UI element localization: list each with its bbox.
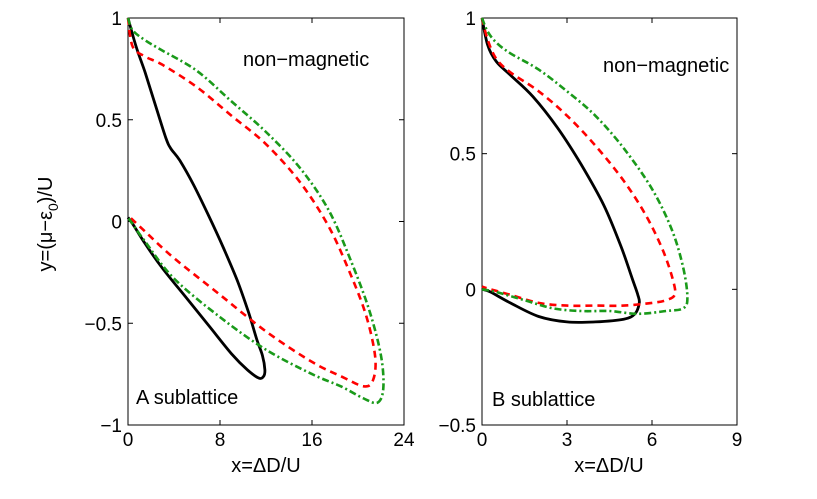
right-ytick-label: 1: [465, 9, 476, 30]
y-axis-label: y=(μ−ε0)/U: [35, 177, 61, 272]
right-plot-frame: [481, 17, 738, 426]
right-curves: [480, 17, 689, 324]
right-annotation-top: non−magnetic: [603, 55, 729, 77]
right-series-black-solid: [480, 17, 641, 324]
left-ytick-label: 0: [111, 213, 122, 234]
right-annotation-bottom: B sublattice: [492, 389, 595, 411]
left-annotation-top: non−magnetic: [243, 49, 369, 71]
left-xtick-label: 24: [393, 430, 415, 451]
left-ytick-label: −0.5: [84, 314, 122, 335]
right-ytick-label: 0: [465, 280, 476, 301]
left-ytick-label: 1: [111, 9, 122, 30]
left-curves: [126, 17, 385, 405]
left-x-axis-label: x=ΔD/U: [231, 455, 300, 477]
right-xtick-label: 6: [647, 430, 658, 451]
left-series-red-dashed: [126, 17, 377, 388]
right-xtick-label: 0: [477, 430, 488, 451]
left-ticks: 0 8 16 24 −1 −0.5 0 0.5 1: [84, 9, 415, 451]
right-x-axis-label: x=ΔD/U: [574, 455, 643, 477]
left-xtick-label: 16: [301, 430, 322, 451]
left-xtick-label: 0: [123, 430, 134, 451]
left-ytick-label: 0.5: [96, 111, 122, 132]
left-ytick-label: −1: [100, 416, 122, 437]
left-xtick-label: 8: [215, 430, 226, 451]
right-series-green-dash-dot: [480, 17, 689, 316]
right-xtick-label: 9: [732, 430, 743, 451]
left-annotation-bottom: A sublattice: [136, 387, 238, 409]
left-series-black-solid: [126, 17, 267, 380]
right-ytick-label: 0.5: [450, 145, 476, 166]
right-ticks: 0 3 6 9−0.500.51: [438, 9, 742, 451]
right-ytick-label: −0.5: [438, 416, 476, 437]
right-panel: 0 3 6 9−0.500.51 non−magnetic B sublattice …: [438, 9, 742, 477]
left-panel: 0 8 16 24 −1 −0.5 0 0.5 1 non−magnetic A sublatt…: [84, 9, 415, 477]
left-series-green-dash-dot: [126, 17, 385, 405]
right-xtick-label: 3: [562, 430, 573, 451]
left-plot-frame: [127, 17, 405, 426]
